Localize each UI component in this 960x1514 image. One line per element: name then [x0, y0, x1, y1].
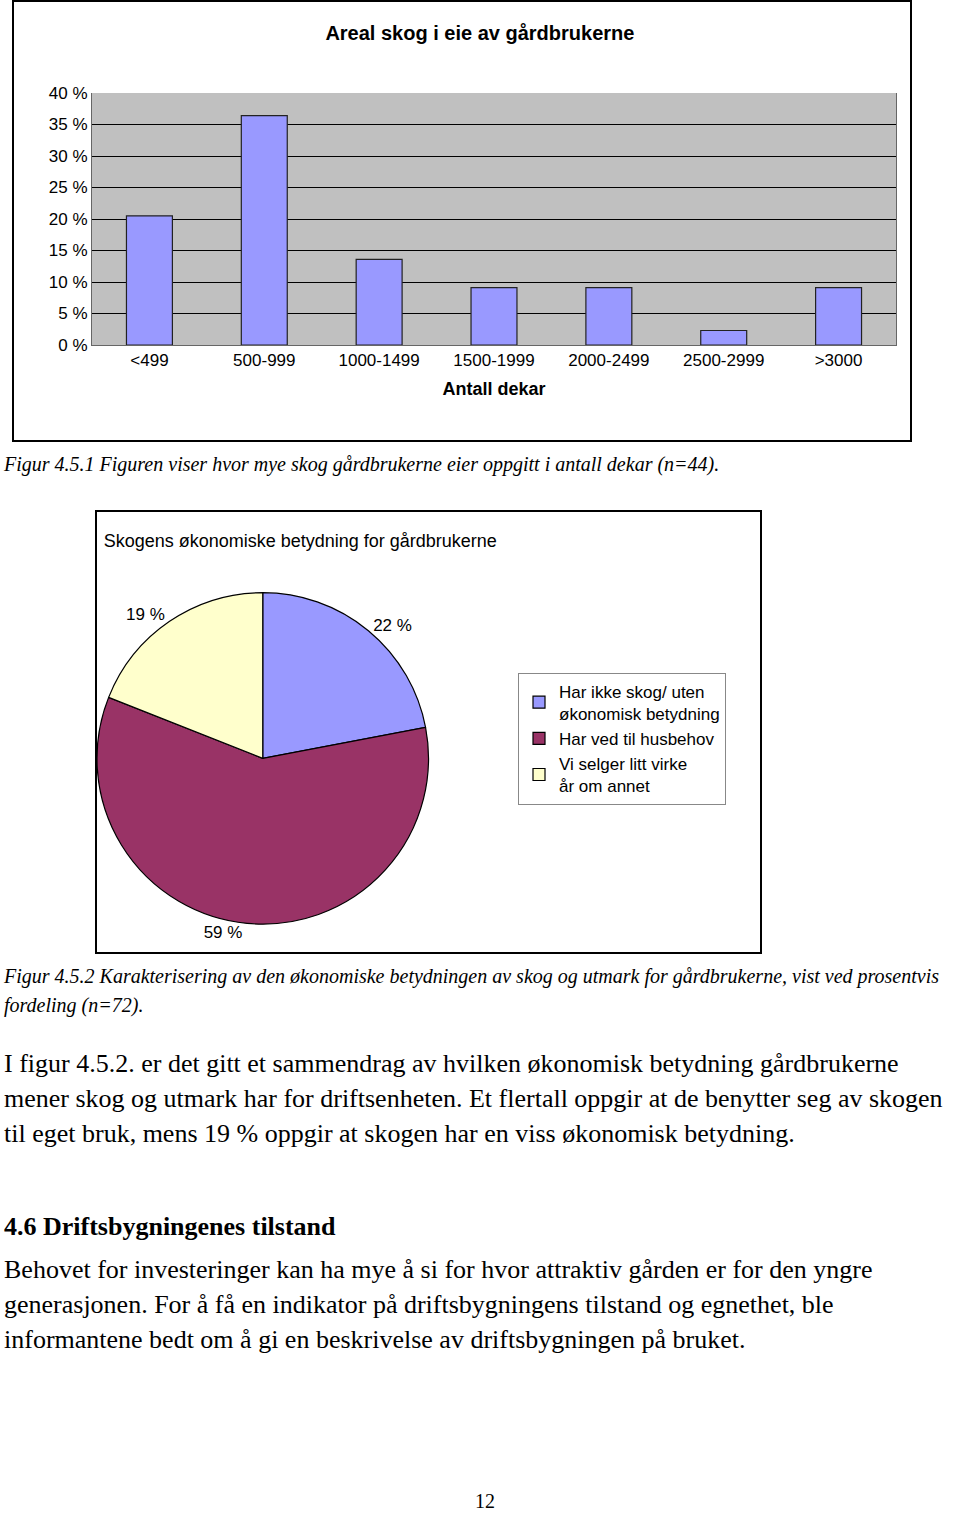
svg-text:59 %: 59 %	[204, 923, 243, 942]
svg-text:19 %: 19 %	[126, 605, 165, 624]
svg-text:10 %: 10 %	[49, 273, 88, 292]
svg-text:20 %: 20 %	[49, 210, 88, 229]
html-text:Figur 4.5.2 Karakterisering av: Figur 4.5.2 Karakterisering av den økono…	[4, 965, 939, 1016]
svg-text:1000-1499: 1000-1499	[338, 351, 419, 370]
svg-text:0 %: 0 %	[58, 336, 87, 355]
svg-text:>3000: >3000	[815, 351, 863, 370]
svg-text:Antall dekar: Antall dekar	[442, 379, 545, 399]
html-text:I figur 4.5.2. er det gitt et: I figur 4.5.2. er det gitt et sammendrag…	[4, 1049, 943, 1148]
svg-text:1500-1999: 1500-1999	[453, 351, 534, 370]
svg-text:15 %: 15 %	[49, 241, 88, 260]
svg-text:Har ikke skog/ utenøkonomisk b: Har ikke skog/ utenøkonomisk betydning	[559, 683, 720, 724]
svg-text:40 %: 40 %	[49, 84, 88, 103]
svg-text:500-999: 500-999	[233, 351, 295, 370]
html-text:Behovet for investeringer kan: Behovet for investeringer kan ha mye å s…	[4, 1255, 873, 1354]
html-text:12: 12	[475, 1490, 495, 1512]
svg-text:2000-2499: 2000-2499	[568, 351, 649, 370]
svg-text:2500-2999: 2500-2999	[683, 351, 764, 370]
svg-text:<499: <499	[130, 351, 168, 370]
html-text:Figur 4.5.1 Figuren viser hvor: Figur 4.5.1 Figuren viser hvor mye skog …	[4, 453, 720, 475]
svg-text:35 %: 35 %	[49, 115, 88, 134]
svg-text:Vi selger litt virkeår om anne: Vi selger litt virkeår om annet	[559, 755, 687, 796]
svg-text:Skogens økonomiske betydning f: Skogens økonomiske betydning for gårdbru…	[104, 531, 497, 551]
svg-text:25 %: 25 %	[49, 178, 88, 197]
svg-text:30 %: 30 %	[49, 147, 88, 166]
svg-text:Har ved til husbehov: Har ved til husbehov	[559, 730, 714, 749]
svg-text:22 %: 22 %	[373, 616, 412, 635]
svg-text:5 %: 5 %	[58, 304, 87, 323]
html-text:4.6 Driftsbygningenes tilstand: 4.6 Driftsbygningenes tilstand	[4, 1212, 336, 1241]
svg-text:Areal skog i eie av gårdbruker: Areal skog i eie av gårdbrukerne	[325, 22, 634, 44]
